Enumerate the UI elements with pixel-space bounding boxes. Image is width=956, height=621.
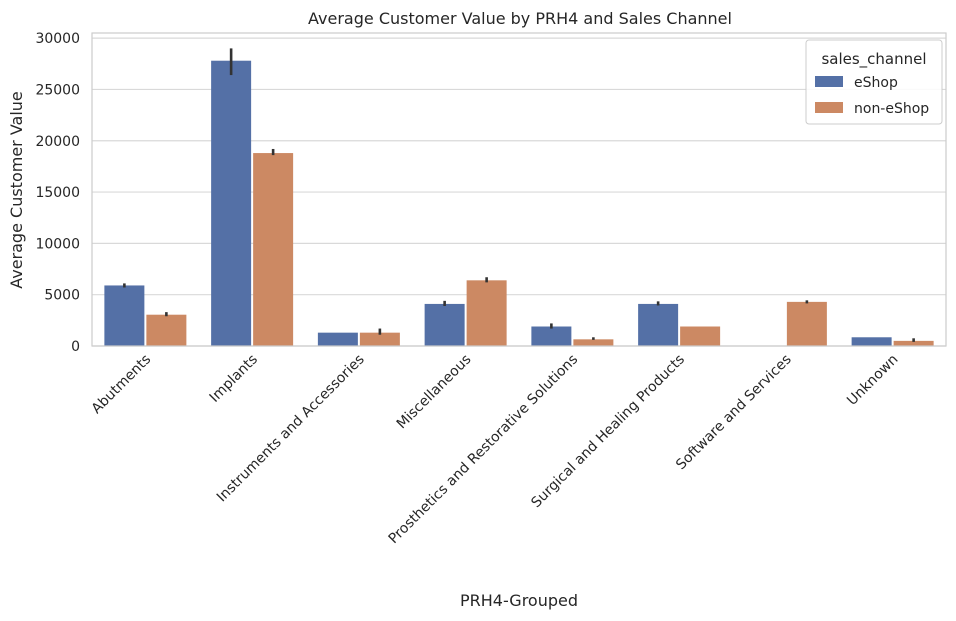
bar-eshop-surgical-and-healing-products xyxy=(638,303,679,346)
bar-eshop-unknown xyxy=(851,337,892,346)
chart-title: Average Customer Value by PRH4 and Sales… xyxy=(308,9,732,28)
y-tick-label-15000: 15000 xyxy=(35,185,80,201)
bar-eshop-prosthetics-and-restorative-solutions xyxy=(531,326,572,346)
bar-non-eshop-miscellaneous xyxy=(466,280,507,346)
bars xyxy=(104,60,934,347)
plot-frame xyxy=(91,32,947,347)
error-bars xyxy=(123,48,915,342)
x-tick-label-abutments: Abutments xyxy=(89,352,155,418)
legend-label-non-eshop: non-eShop xyxy=(854,101,929,117)
y-tick-label-5000: 5000 xyxy=(44,288,80,304)
x-tick-label-prosthetics-and-restorative-solutions: Prosthetics and Restorative Solutions xyxy=(386,352,582,548)
bar-non-eshop-instruments-and-accessories xyxy=(359,332,400,346)
x-tick-label-implants: Implants xyxy=(207,352,261,406)
bar-non-eshop-software-and-services xyxy=(786,301,827,346)
bar-non-eshop-surgical-and-healing-products xyxy=(680,326,721,346)
legend: sales_channel eShop non-eShop xyxy=(805,39,943,125)
bar-eshop-instruments-and-accessories xyxy=(317,332,358,346)
bar-non-eshop-abutments xyxy=(146,314,187,346)
y-tick-label-0: 0 xyxy=(71,339,80,355)
y-tick-label-30000: 30000 xyxy=(35,31,80,47)
x-tick-label-software-and-services: Software and Services xyxy=(673,352,795,474)
bar-eshop-implants xyxy=(211,60,252,347)
y-tick-label-25000: 25000 xyxy=(35,82,80,98)
y-axis-label: Average Customer Value xyxy=(7,91,26,289)
y-tick-label-10000: 10000 xyxy=(35,236,80,252)
y-tick-labels: 0 5000 10000 15000 20000 25000 30000 xyxy=(35,31,80,355)
x-tick-label-miscellaneous: Miscellaneous xyxy=(394,352,475,433)
bar-non-eshop-prosthetics-and-restorative-solutions xyxy=(573,339,614,346)
x-axis-label: PRH4-Grouped xyxy=(460,591,578,610)
legend-swatch-non-eshop xyxy=(815,102,843,113)
bar-eshop-miscellaneous xyxy=(424,303,465,346)
legend-label-eshop: eShop xyxy=(854,75,898,91)
bar-eshop-abutments xyxy=(104,285,145,346)
y-tick-label-20000: 20000 xyxy=(35,134,80,150)
bar-non-eshop-unknown xyxy=(893,340,934,346)
bar-non-eshop-implants xyxy=(253,153,294,346)
legend-swatch-eshop xyxy=(815,76,843,87)
legend-title: sales_channel xyxy=(821,50,926,69)
x-tick-label-unknown: Unknown xyxy=(844,352,901,409)
